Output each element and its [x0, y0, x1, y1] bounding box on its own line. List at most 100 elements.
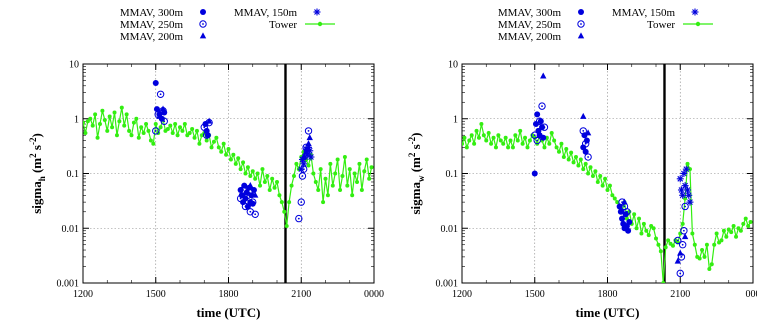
left-tower-point — [275, 179, 279, 184]
right-mmav-250m-point-ring — [681, 202, 689, 211]
left-tower-point — [127, 128, 132, 133]
left-mmav-250m-point-dot — [154, 129, 157, 132]
right-mmav-250m-point — [681, 202, 689, 211]
right-tower-point — [603, 176, 608, 181]
left-tower-point — [97, 122, 102, 127]
left-mmav-150m-point-d2 — [306, 147, 313, 154]
left-tower-point — [114, 133, 119, 138]
left-tower-point — [313, 179, 318, 184]
left-mmav-250m-point-ring — [298, 172, 307, 180]
left-mmav-250m-point-dot — [249, 210, 252, 213]
left-mmav-250m-point — [249, 198, 257, 206]
left-tower-point — [362, 169, 367, 174]
right-mmav-250m-point-dot — [680, 255, 683, 258]
left-mmav-250m-point-ring — [239, 186, 247, 194]
right-mmav-300m-series — [531, 111, 633, 234]
left-tower-point — [129, 133, 134, 138]
left-x-tick-label: 1500 — [146, 289, 166, 300]
left-mmav-150m-point — [307, 153, 315, 161]
right-grid — [462, 64, 753, 283]
left-tower-series — [83, 105, 374, 228]
right-tower-point — [474, 128, 479, 133]
left-y-axis-label: sigmah (m2 s-2) — [28, 133, 47, 214]
right-mmav-250m-point-ring — [581, 140, 590, 148]
left-y-tick-label: 0.01 — [62, 224, 80, 235]
left-tower-point — [364, 157, 369, 162]
left-tower-point — [277, 193, 282, 198]
left-legend-tower-marker — [317, 21, 323, 27]
left-mmav-300m-series — [152, 79, 257, 210]
left-tower-point — [262, 179, 267, 184]
right-mmav-250m-point — [676, 269, 684, 278]
right-tower-point — [724, 234, 729, 239]
left-legend-label: MMAV, 300m — [120, 7, 184, 19]
right-legend-marker-dot — [580, 23, 582, 25]
left-tower-point — [369, 165, 374, 170]
left-tower-point — [367, 176, 372, 181]
right-tower-point — [610, 193, 615, 198]
left-y-label-units-mid: s — [29, 145, 44, 153]
left-mmav-250m-point — [244, 191, 252, 199]
right-mmav-150m-series — [676, 165, 694, 206]
right-legend-marker — [691, 8, 699, 16]
left-tower-point — [139, 125, 144, 130]
left-tower-point — [219, 149, 224, 154]
left-mmav-250m-point-dot — [251, 201, 254, 204]
right-tower-point — [644, 228, 649, 233]
right-mmav-250m-point-dot — [626, 210, 628, 213]
right-tower-point — [472, 141, 477, 146]
left-x-tick-label: 0000 — [364, 289, 384, 300]
left-tower-point — [90, 123, 95, 128]
left-tower-point — [355, 179, 360, 184]
right-tower-point — [586, 171, 591, 176]
right-tower-point — [709, 262, 714, 267]
left-tower-point — [338, 187, 343, 192]
left-tower-point — [340, 174, 345, 179]
left-tower-point — [306, 163, 311, 168]
right-mmav-200m-point — [580, 112, 587, 119]
right-y-label-base: sigma — [408, 182, 423, 215]
right-mmav-200m-series — [540, 72, 689, 264]
left-tower-point — [216, 145, 221, 150]
right-tower-point — [637, 216, 642, 221]
right-mmav-250m-point-ring — [538, 102, 546, 110]
right-legend-label: MMAV, 250m — [498, 19, 562, 31]
right-tower-point — [561, 155, 566, 160]
right-tower-point — [573, 155, 578, 160]
left-x-axis-label: time (UTC) — [197, 305, 261, 320]
right-x-tick-label: 1500 — [525, 289, 545, 300]
left-mmav-250m-point — [297, 198, 305, 206]
right-mmav-250m-point — [581, 140, 590, 148]
left-tower-point — [158, 125, 163, 130]
right-tower-point — [632, 212, 637, 217]
right-tower-point — [557, 149, 561, 154]
left-mmav-250m-point-ring — [160, 117, 168, 125]
right-tower-series — [462, 122, 753, 283]
left-tower-point — [175, 133, 180, 138]
left-mmav-250m-point-dot — [242, 189, 244, 191]
right-tower-point — [489, 141, 494, 146]
right-tower-point — [663, 245, 668, 250]
left-y-label-base: sigma — [29, 181, 44, 214]
left-mmav-250m-point-ring — [236, 194, 245, 203]
right-mmav-150m-point-d2 — [685, 192, 692, 199]
left-mmav-250m-point-ring — [297, 198, 305, 206]
right-mmav-250m-point-dot — [533, 134, 536, 137]
left-mmav-200m-point — [205, 117, 213, 124]
right-mmav-300m-point — [626, 219, 633, 226]
right-tower-point — [685, 161, 690, 166]
left-tower-point — [170, 130, 175, 135]
left-tower-point — [168, 123, 173, 128]
left-tower-point — [265, 174, 270, 179]
right-tower-point — [738, 228, 743, 233]
left-tower-point — [316, 187, 321, 192]
left-tower-point — [350, 193, 355, 198]
right-mmav-300m-point — [532, 121, 539, 128]
right-tower-point — [464, 145, 469, 150]
right-mmav-250m-point — [538, 102, 546, 110]
right-tower-point — [734, 234, 739, 239]
left-tower-point — [258, 183, 263, 188]
right-tower-point — [741, 221, 746, 226]
left-mmav-250m-point-ring — [241, 202, 250, 211]
right-tower-point — [510, 145, 515, 150]
